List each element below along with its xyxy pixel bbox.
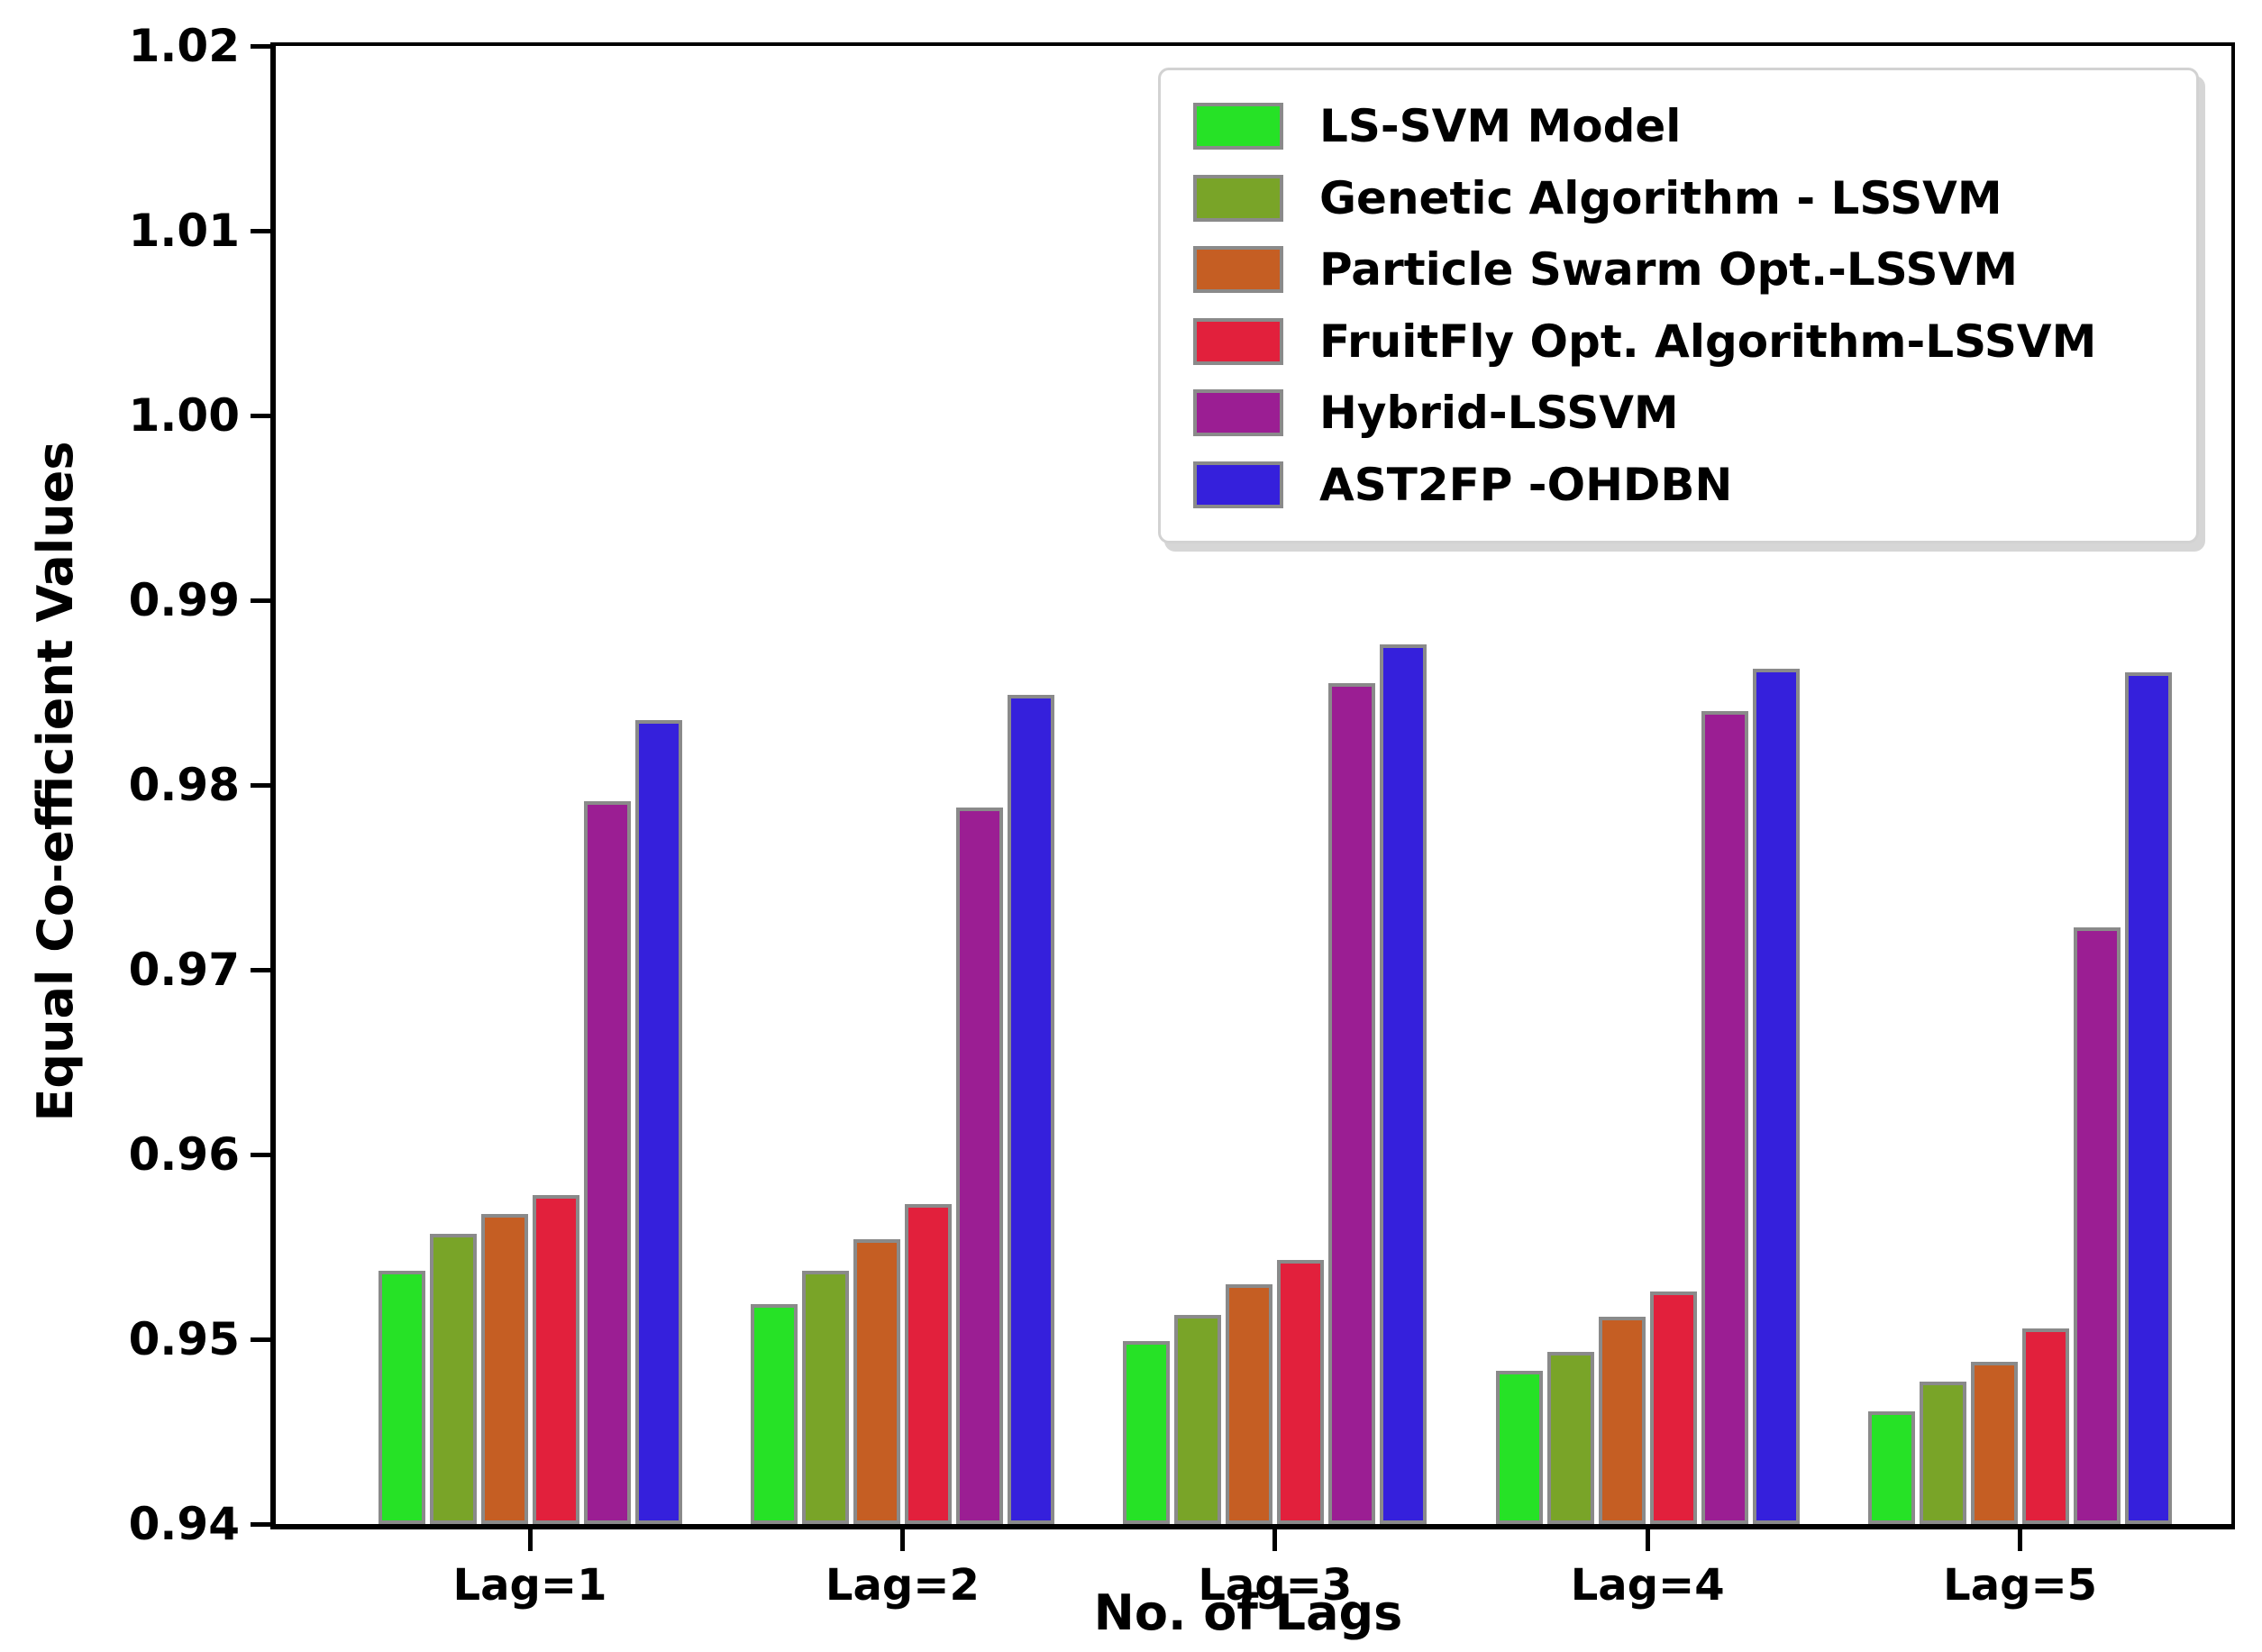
x-axis-tick xyxy=(2018,1529,2023,1551)
y-axis-tick-label: 0.96 xyxy=(128,1128,240,1181)
y-axis-tick xyxy=(251,1521,270,1527)
legend-item: FruitFly Opt. Algorithm-LSSVM xyxy=(1193,317,2164,366)
bar-lag-1-s0 xyxy=(378,1271,425,1524)
legend-item: AST2FP -OHDBN xyxy=(1193,461,2164,509)
legend-item-label: Particle Swarm Opt.-LSSVM xyxy=(1319,243,2018,297)
bar-lag-4-s0 xyxy=(1495,1370,1543,1524)
legend-item-label: FruitFly Opt. Algorithm-LSSVM xyxy=(1319,315,2097,368)
bar-lag-4-s4 xyxy=(1701,711,1748,1524)
bar-lag-5-s3 xyxy=(2022,1328,2070,1524)
legend-item: Genetic Algorithm - LSSVM xyxy=(1193,174,2164,223)
bar-lag-1-s4 xyxy=(583,801,631,1524)
legend-swatch-icon xyxy=(1193,317,1283,365)
y-axis-tick-label: 1.02 xyxy=(128,20,240,72)
legend: LS-SVM Model Genetic Algorithm - LSSVM Par… xyxy=(1158,68,2199,543)
bar-lag-2-s2 xyxy=(853,1239,900,1524)
y-axis-tick-label: 0.97 xyxy=(128,944,240,996)
legend-item: Hybrid-LSSVM xyxy=(1193,388,2164,437)
bar-lag-4-s3 xyxy=(1649,1291,1697,1524)
x-axis-label: No. of Lags xyxy=(1093,1584,1403,1641)
y-axis-tick xyxy=(251,598,270,603)
bar-lag-1-s2 xyxy=(480,1213,528,1524)
y-axis-tick xyxy=(251,228,270,233)
bar-lag-5-s1 xyxy=(1920,1382,1967,1524)
bar-lag-2-s3 xyxy=(904,1204,952,1524)
y-axis-tick-label: 0.94 xyxy=(128,1498,240,1550)
bar-lag-3-s1 xyxy=(1174,1315,1222,1524)
y-axis-tick xyxy=(251,967,270,972)
y-axis-tick xyxy=(251,1152,270,1157)
y-axis-tick xyxy=(251,43,270,49)
bar-lag-4-s2 xyxy=(1598,1317,1646,1524)
bar-lag-3-s4 xyxy=(1328,683,1376,1524)
legend-swatch-icon xyxy=(1193,174,1283,222)
y-axis-tick-label: 1.01 xyxy=(128,205,240,257)
x-axis-tick-label: Lag=2 xyxy=(825,1560,980,1611)
x-axis-tick xyxy=(1272,1529,1278,1551)
legend-item: LS-SVM Model xyxy=(1193,102,2164,151)
bar-lag-3-s5 xyxy=(1380,644,1427,1524)
y-axis-label: Equal Co-efficient Values xyxy=(27,441,84,1122)
y-axis-tick xyxy=(251,413,270,418)
bar-lag-1-s1 xyxy=(429,1234,477,1524)
bar-lag-3-s2 xyxy=(1226,1283,1273,1524)
legend-item-label: LS-SVM Model xyxy=(1319,100,1682,153)
bar-lag-5-s4 xyxy=(2074,926,2121,1524)
legend-item-label: Genetic Algorithm - LSSVM xyxy=(1319,171,2002,224)
bar-lag-2-s4 xyxy=(955,807,1003,1524)
y-axis-tick-label: 0.99 xyxy=(128,574,240,626)
x-axis-tick-label: Lag=4 xyxy=(1570,1560,1725,1611)
legend-item: Particle Swarm Opt.-LSSVM xyxy=(1193,245,2164,294)
legend-item-label: AST2FP -OHDBN xyxy=(1319,458,1733,511)
y-axis-tick-label: 0.95 xyxy=(128,1313,240,1365)
bar-lag-3-s3 xyxy=(1277,1259,1325,1524)
bar-lag-5-s5 xyxy=(2125,671,2173,1524)
bar-lag-2-s1 xyxy=(801,1271,849,1524)
legend-swatch-icon xyxy=(1193,246,1283,294)
x-axis-tick-label: Lag=1 xyxy=(452,1560,607,1611)
bar-lag-5-s2 xyxy=(1971,1361,2019,1524)
bar-lag-2-s5 xyxy=(1007,694,1054,1524)
x-axis-tick xyxy=(1645,1529,1650,1551)
x-axis-tick-label: Lag=3 xyxy=(1198,1560,1353,1611)
y-axis-tick-label: 1.00 xyxy=(128,389,240,442)
bar-lag-5-s0 xyxy=(1868,1410,1916,1524)
legend-swatch-icon xyxy=(1193,103,1283,151)
legend-item-label: Hybrid-LSSVM xyxy=(1319,387,1679,440)
y-axis-tick xyxy=(251,1337,270,1342)
bar-lag-4-s1 xyxy=(1546,1352,1594,1524)
bar-lag-3-s0 xyxy=(1123,1341,1171,1524)
x-axis-tick xyxy=(899,1529,905,1551)
legend-swatch-icon xyxy=(1193,389,1283,437)
x-axis-tick xyxy=(527,1529,533,1551)
bar-lag-4-s5 xyxy=(1752,668,1800,1524)
legend-swatch-icon xyxy=(1193,461,1283,508)
y-axis-tick-label: 0.98 xyxy=(128,759,240,811)
bar-lag-2-s0 xyxy=(750,1304,798,1524)
y-axis-tick xyxy=(251,782,270,788)
x-axis-tick-label: Lag=5 xyxy=(1943,1560,2098,1611)
bar-lag-1-s3 xyxy=(532,1195,579,1524)
bar-lag-1-s5 xyxy=(634,720,682,1524)
